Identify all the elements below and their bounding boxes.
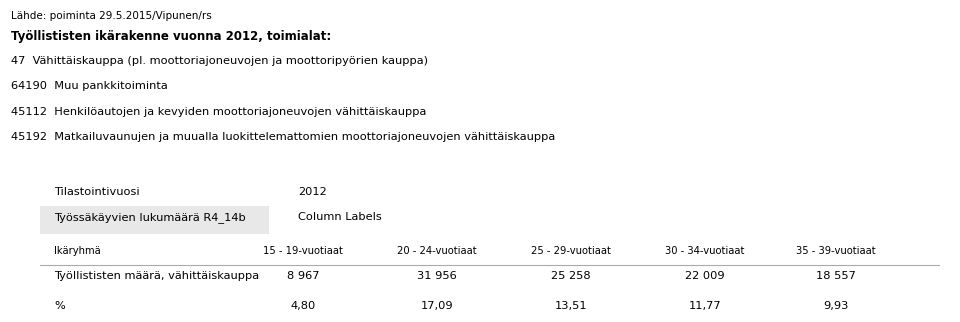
Text: Työllististen määrä, vähittäiskauppa: Työllististen määrä, vähittäiskauppa [54,271,259,281]
Text: 22 009: 22 009 [685,271,725,281]
Text: Column Labels: Column Labels [299,212,382,222]
Text: 15 - 19-vuotiaat: 15 - 19-vuotiaat [263,246,343,256]
Text: Työssäkäyvien lukumäärä R4_14b: Työssäkäyvien lukumäärä R4_14b [54,212,246,223]
Text: 13,51: 13,51 [555,301,588,311]
Text: Ikäryhmä: Ikäryhmä [54,246,101,256]
Text: Lähde: poiminta 29.5.2015/Vipunen/rs: Lähde: poiminta 29.5.2015/Vipunen/rs [11,11,212,21]
Text: 18 557: 18 557 [816,271,856,281]
Text: 2012: 2012 [299,186,326,196]
Text: 30 - 34-vuotiaat: 30 - 34-vuotiaat [665,246,745,256]
Text: 25 258: 25 258 [551,271,590,281]
Text: 31 956: 31 956 [417,271,457,281]
Text: 45112  Henkilöautojen ja kevyiden moottoriajoneuvojen vähittäiskauppa: 45112 Henkilöautojen ja kevyiden moottor… [11,107,426,117]
Text: 8 967: 8 967 [287,271,319,281]
Text: Työllististen ikärakenne vuonna 2012, toimialat:: Työllististen ikärakenne vuonna 2012, to… [11,30,331,43]
Text: 17,09: 17,09 [420,301,453,311]
Text: 20 - 24-vuotiaat: 20 - 24-vuotiaat [397,246,477,256]
Text: 11,77: 11,77 [688,301,721,311]
Text: 9,93: 9,93 [824,301,849,311]
FancyBboxPatch shape [39,206,270,234]
Text: %: % [54,301,64,311]
Text: 64190  Muu pankkitoiminta: 64190 Muu pankkitoiminta [11,81,168,91]
Text: 35 - 39-vuotiaat: 35 - 39-vuotiaat [796,246,876,256]
Text: 45192  Matkailuvaunujen ja muualla luokittelemattomien moottoriajoneuvojen vähit: 45192 Matkailuvaunujen ja muualla luokit… [11,132,555,142]
Text: Tilastointivuosi: Tilastointivuosi [54,186,139,196]
Text: 25 - 29-vuotiaat: 25 - 29-vuotiaat [531,246,611,256]
Text: 47  Vähittäiskauppa (pl. moottoriajoneuvojen ja moottoripyörien kauppa): 47 Vähittäiskauppa (pl. moottoriajoneuvo… [11,56,428,66]
Text: 4,80: 4,80 [290,301,316,311]
